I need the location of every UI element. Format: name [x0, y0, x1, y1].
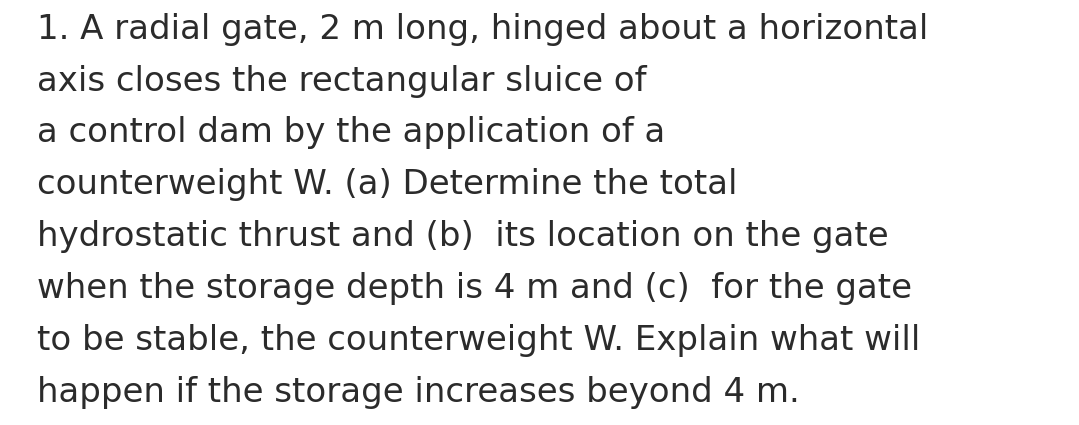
- Text: hydrostatic thrust and (b)  its location on the gate: hydrostatic thrust and (b) its location …: [37, 220, 888, 253]
- Text: when the storage depth is 4 m and (c)  for the gate: when the storage depth is 4 m and (c) fo…: [37, 272, 912, 305]
- Text: axis closes the rectangular sluice of: axis closes the rectangular sluice of: [37, 65, 646, 98]
- Text: 1. A radial gate, 2 m long, hinged about a horizontal: 1. A radial gate, 2 m long, hinged about…: [37, 13, 928, 46]
- Text: a control dam by the application of a: a control dam by the application of a: [37, 116, 665, 150]
- Text: counterweight W. (a) Determine the total: counterweight W. (a) Determine the total: [37, 168, 737, 201]
- Text: happen if the storage increases beyond 4 m.: happen if the storage increases beyond 4…: [37, 376, 800, 409]
- Text: to be stable, the counterweight W. Explain what will: to be stable, the counterweight W. Expla…: [37, 324, 920, 357]
